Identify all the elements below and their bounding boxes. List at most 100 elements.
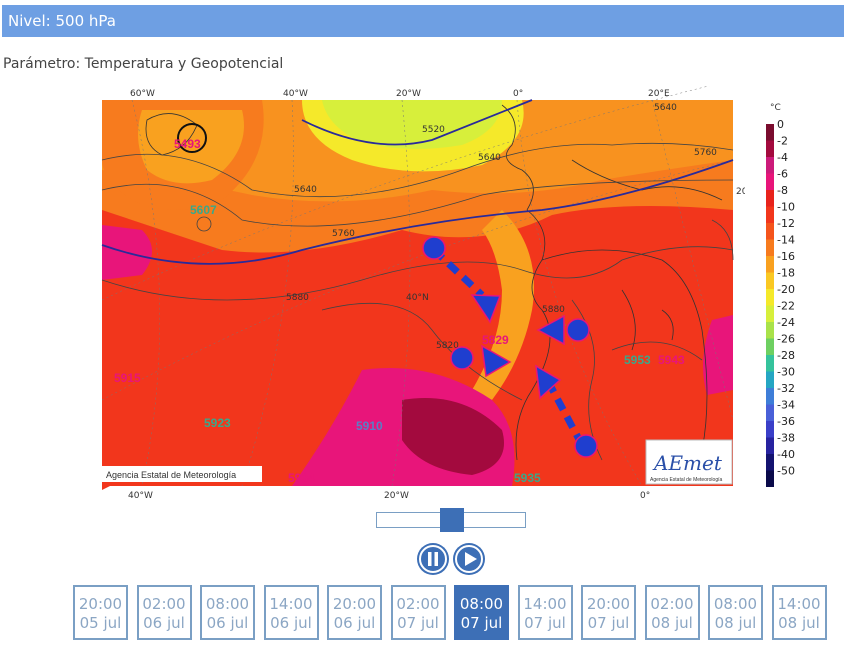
lon-label-bottom: 40°W xyxy=(128,491,153,501)
geopotential-value: 5910 xyxy=(356,419,383,433)
temperature-legend: °C 0 -2 -4 -6 -8 -10 -12 -14 -16 -18 -20 -22 -24 -26 -… xyxy=(748,100,808,490)
time-option-date: 07 jul xyxy=(587,614,630,632)
contour-label: 5640 xyxy=(478,153,501,163)
scale-label: -36 xyxy=(777,415,795,428)
geopotential-value: 5943 xyxy=(658,353,685,367)
scale-swatch xyxy=(766,206,774,223)
time-option[interactable]: 14:00 07 jul xyxy=(517,585,573,640)
scale-label: -4 xyxy=(777,151,788,164)
geopotential-value: 5934 xyxy=(288,471,315,485)
scale-swatch xyxy=(766,289,774,306)
contour-label: 5520 xyxy=(422,125,445,135)
contour-label: 5760 xyxy=(332,229,355,239)
lon-label-top: 40°W xyxy=(283,89,308,99)
geopotential-value: 5915 xyxy=(114,371,141,385)
parameter-label: Parámetro: Temperatura y Geopotencial xyxy=(3,56,284,72)
scale-label: -28 xyxy=(777,349,795,362)
lon-label-bottom: 20°W xyxy=(384,491,409,501)
scale-swatch xyxy=(766,470,774,487)
geopotential-value: 5493 xyxy=(174,137,201,151)
scale-swatch xyxy=(766,157,774,174)
scale-label: -16 xyxy=(777,250,795,263)
geopotential-value: 5953 xyxy=(624,353,651,367)
time-option-date: 08 jul xyxy=(651,614,693,632)
scale-swatch xyxy=(766,223,774,240)
scale-swatch xyxy=(766,355,774,372)
geopotential-value: 5935 xyxy=(514,471,541,485)
time-option[interactable]: 02:00 06 jul xyxy=(136,585,192,640)
scale-swatch xyxy=(766,388,774,405)
time-option-hour: 08:00 xyxy=(713,595,758,613)
geopotential-value: 5607 xyxy=(190,203,217,217)
time-option[interactable]: 14:00 08 jul xyxy=(771,585,827,640)
time-option-hour: 08:00 xyxy=(459,595,504,613)
scale-swatch xyxy=(766,338,774,355)
pause-button[interactable] xyxy=(417,543,449,575)
scale-label: -26 xyxy=(777,333,795,346)
time-option[interactable]: 02:00 07 jul xyxy=(390,585,446,640)
time-option-date: 05 jul xyxy=(79,614,122,632)
time-option-hour: 02:00 xyxy=(142,595,186,613)
time-option-hour: 02:00 xyxy=(650,595,694,613)
time-option[interactable]: 20:00 07 jul xyxy=(581,585,636,640)
scale-swatch xyxy=(766,272,774,289)
lon-label-top: 0° xyxy=(513,89,523,99)
time-option[interactable]: 20:00 06 jul xyxy=(327,585,382,640)
lat-label: 40°N xyxy=(406,293,429,303)
scale-swatch xyxy=(766,190,774,207)
scale-label: -34 xyxy=(777,399,795,412)
lat-label: 20°E xyxy=(736,187,745,197)
time-option[interactable]: 08:00 06 jul xyxy=(200,585,255,640)
scale-swatch xyxy=(766,322,774,339)
scale-label: -30 xyxy=(777,366,795,379)
scale-label: -12 xyxy=(777,217,795,230)
weather-map: 60°W 40°W 20°W 0° 20°E xyxy=(100,86,745,502)
scale-label: -38 xyxy=(777,432,795,445)
time-option-hour: 08:00 xyxy=(205,595,250,613)
copyright-text: Agencia Estatal de Meteorología xyxy=(106,470,236,480)
scale-swatch xyxy=(766,173,774,190)
time-option[interactable]: 08:00 07 jul xyxy=(454,585,509,640)
contour-label: 5880 xyxy=(286,293,309,303)
time-option-date: 07 jul xyxy=(460,614,503,632)
scale-label: -40 xyxy=(777,448,795,461)
scale-label: -32 xyxy=(777,382,795,395)
time-option-date: 08 jul xyxy=(714,614,757,632)
time-option-hour: 14:00 xyxy=(777,595,821,613)
time-option-hour: 14:00 xyxy=(523,595,567,613)
contour-label: 5880 xyxy=(542,305,565,315)
scale-label: -20 xyxy=(777,283,795,296)
scale-swatch xyxy=(766,371,774,388)
flow-arrows xyxy=(422,236,598,458)
time-option-date: 07 jul xyxy=(524,614,566,632)
scale-label: -50 xyxy=(777,465,795,478)
contour-label: 5820 xyxy=(436,341,459,351)
contour-label: 5640 xyxy=(294,185,317,195)
time-slider-handle[interactable] xyxy=(440,508,464,532)
time-option-date: 07 jul xyxy=(397,614,439,632)
scale-label: -6 xyxy=(777,168,788,181)
time-option-hour: 02:00 xyxy=(396,595,440,613)
lon-label-top: 20°E xyxy=(648,89,670,99)
scale-swatch xyxy=(766,437,774,454)
scale-label: -18 xyxy=(777,267,795,280)
play-button[interactable] xyxy=(453,543,485,575)
scale-label: -14 xyxy=(777,234,795,247)
aemet-logo-subtext: Agencia Estatal de Meteorología xyxy=(650,477,722,483)
time-option[interactable]: 08:00 08 jul xyxy=(708,585,763,640)
time-option[interactable]: 14:00 06 jul xyxy=(263,585,319,640)
time-option-date: 06 jul xyxy=(206,614,249,632)
scale-label: -24 xyxy=(777,316,795,329)
lon-label-top: 60°W xyxy=(130,89,155,99)
time-option[interactable]: 20:00 05 jul xyxy=(73,585,128,640)
time-option-date: 08 jul xyxy=(778,614,820,632)
time-option[interactable]: 02:00 08 jul xyxy=(644,585,700,640)
play-icon xyxy=(455,545,483,573)
time-option-hour: 14:00 xyxy=(269,595,313,613)
contour-label: 5640 xyxy=(654,103,677,113)
time-option-hour: 20:00 xyxy=(586,595,631,613)
scale-swatch xyxy=(766,404,774,421)
lon-label-bottom: 0° xyxy=(640,491,650,501)
scale-swatch xyxy=(766,239,774,256)
aemet-logo: AEmet xyxy=(652,451,723,475)
